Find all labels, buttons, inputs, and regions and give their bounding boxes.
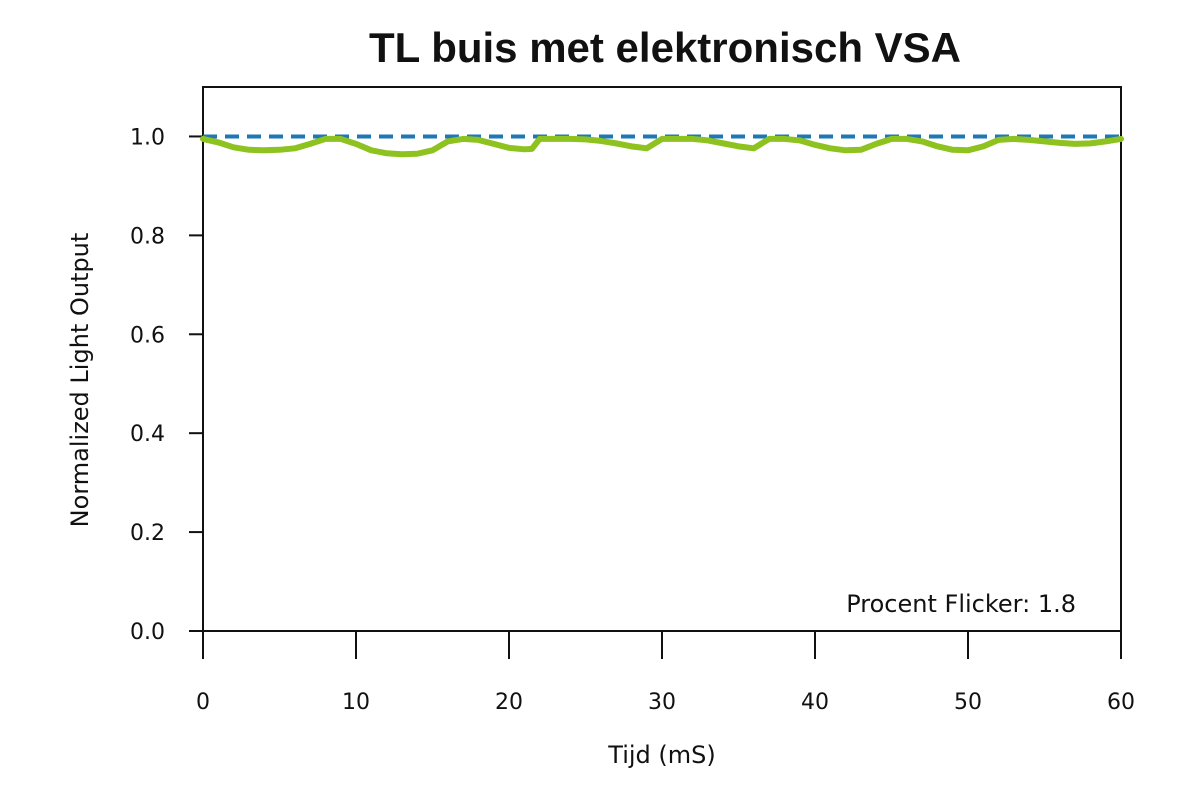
- x-axis-label: Tijd (mS): [607, 741, 715, 769]
- y-tick-label: 0.8: [130, 224, 165, 249]
- chart-title: TL buis met elektronisch VSA: [369, 24, 961, 71]
- x-tick-label: 40: [801, 690, 829, 715]
- y-axis-label: Normalized Light Output: [66, 233, 94, 528]
- y-tick-label: 0.2: [130, 521, 165, 546]
- y-tick-label: 0.6: [130, 323, 165, 348]
- x-tick-label: 20: [495, 690, 523, 715]
- y-tick-label: 0.4: [130, 422, 165, 447]
- y-tick-label: 0.0: [130, 620, 165, 645]
- x-tick-label: 0: [196, 690, 210, 715]
- x-tick-label: 10: [342, 690, 370, 715]
- light-output-series-line: [200, 135, 1124, 158]
- x-tick-label: 30: [648, 690, 676, 715]
- flicker-annotation: Procent Flicker: 1.8: [846, 590, 1076, 618]
- plot-frame: [202, 86, 1122, 632]
- plot-layer: 0.0 0.2 0.4 0.6 0.8 1.0 0 10 20 30 40 50 60: [130, 86, 1135, 715]
- x-tick-label: 50: [954, 690, 982, 715]
- y-tick-label: 1.0: [130, 125, 165, 150]
- x-tick-label: 60: [1107, 690, 1135, 715]
